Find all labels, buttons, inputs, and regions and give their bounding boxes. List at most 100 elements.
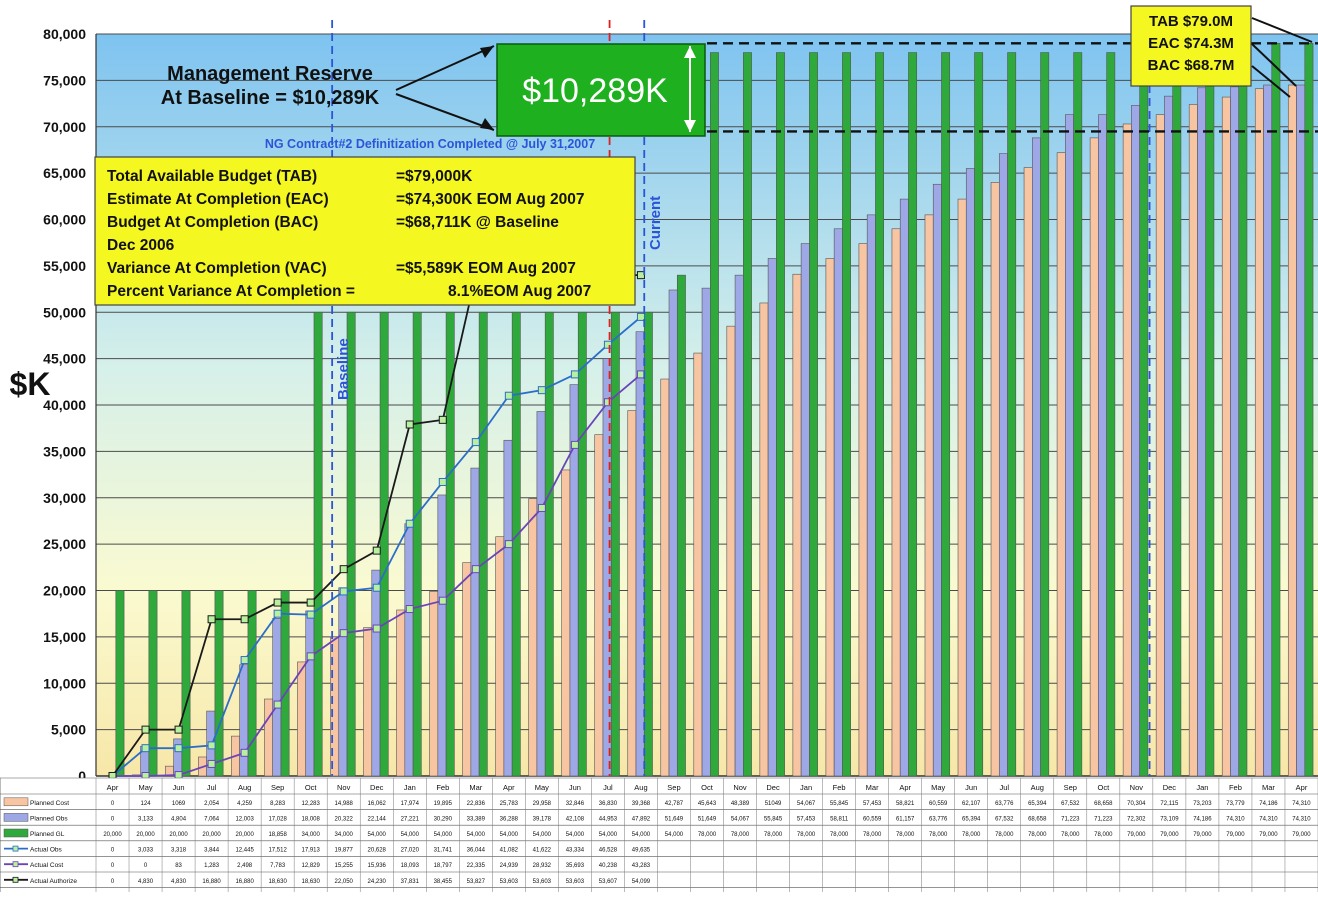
y-tick-label: 50,000 — [43, 304, 86, 320]
table-cell: 22,050 — [335, 879, 354, 885]
bar-planned-gl — [1172, 52, 1182, 777]
table-cell: 15,936 — [368, 863, 387, 869]
bar-planned-cost — [726, 325, 736, 777]
table-cell: 31,741 — [434, 848, 453, 854]
table-row-label: Actual Authorize — [30, 878, 77, 885]
table-cell: 39,368 — [632, 801, 651, 807]
table-cell: 74,186 — [1193, 816, 1212, 822]
ng-contract-note: NG Contract#2 Definitization Completed @… — [265, 137, 595, 151]
summary-value: 8.1%EOM Aug 2007 — [448, 283, 591, 300]
x-tick-label: Jul — [603, 783, 613, 792]
line-marker — [471, 565, 480, 574]
x-tick-label: May — [931, 783, 945, 792]
table-cell: 46,528 — [599, 848, 618, 854]
table-cell: 68,658 — [1094, 801, 1113, 807]
line-marker — [372, 624, 381, 633]
x-tick-label: Oct — [305, 783, 318, 792]
bar-planned-gl — [511, 311, 521, 777]
table-cell: 54,067 — [731, 816, 750, 822]
table-row-label: Planned GL — [30, 831, 65, 838]
tab-arrow — [1251, 17, 1313, 43]
table-cell: 28,932 — [533, 863, 552, 869]
table-cell: 16,062 — [368, 801, 387, 807]
table-cell: 22,144 — [368, 816, 387, 822]
bar-planned-obs — [635, 331, 645, 777]
x-tick-label: Dec — [1163, 783, 1177, 792]
table-cell: 24,939 — [500, 863, 519, 869]
table-cell: 78,000 — [1028, 832, 1047, 838]
table-cell: 79,000 — [1259, 832, 1278, 838]
line-marker — [570, 440, 579, 449]
y-tick-label: 5,000 — [51, 722, 86, 738]
x-tick-label: Nov — [1130, 783, 1144, 792]
table-cell: 4,259 — [237, 801, 253, 807]
y-tick-label: 35,000 — [43, 443, 86, 459]
bar-planned-gl — [776, 52, 785, 777]
table-cell: 3,844 — [204, 848, 220, 854]
bar-planned-obs — [1098, 114, 1107, 777]
summary-value: =$5,589K EOM Aug 2007 — [396, 260, 576, 277]
reserve-value-box — [496, 43, 706, 137]
line-marker — [405, 519, 414, 528]
x-tick-label: Nov — [337, 783, 351, 792]
table-cell: 7,783 — [270, 863, 286, 869]
table-cell: 3,318 — [171, 848, 187, 854]
bar-planned-cost — [693, 352, 703, 777]
line-marker — [438, 415, 447, 424]
table-cell: 78,000 — [1061, 832, 1080, 838]
bar-planned-gl — [247, 590, 257, 777]
summary-label: Dec 2006 — [107, 237, 175, 254]
table-cell: 0 — [111, 863, 115, 869]
x-tick-label: Oct — [1097, 783, 1110, 792]
line-marker — [306, 652, 315, 661]
x-tick-label: Apr — [503, 783, 515, 792]
bar-planned-gl — [1040, 52, 1050, 777]
table-cell: 58,821 — [896, 801, 915, 807]
bar-planned-obs — [1230, 86, 1240, 777]
line-marker — [372, 583, 381, 592]
y-axis-title: $K — [10, 366, 51, 402]
bar-planned-obs — [734, 274, 744, 777]
bar-planned-gl — [379, 311, 389, 777]
table-cell: 17,028 — [268, 816, 287, 822]
x-tick-label: Apr — [1296, 783, 1308, 792]
bar-planned-cost — [924, 214, 934, 777]
y-tick-label: 75,000 — [43, 72, 86, 88]
table-cell: 24,230 — [368, 879, 387, 885]
table-cell: 68,658 — [1028, 816, 1047, 822]
table-cell: 4,830 — [138, 879, 154, 885]
bar-planned-gl — [1205, 52, 1215, 777]
x-tick-label: Jul — [999, 783, 1009, 792]
table-cell: 17,974 — [401, 801, 420, 807]
table-legend-swatch — [3, 828, 29, 838]
table-cell: 17,512 — [268, 848, 287, 854]
table-cell: 63,776 — [995, 801, 1014, 807]
bar-planned-gl — [875, 52, 884, 777]
table-cell: 63,776 — [929, 816, 948, 822]
line-marker — [339, 587, 348, 596]
table-cell: 2,498 — [237, 863, 253, 869]
bar-planned-cost — [1287, 84, 1297, 777]
table-cell: 79,000 — [1292, 832, 1311, 838]
table-cell: 18,630 — [301, 879, 320, 885]
bar-planned-gl — [809, 52, 818, 777]
table-cell: 54,000 — [401, 832, 420, 838]
x-tick-label: Sep — [271, 783, 284, 792]
bar-planned-gl — [577, 311, 587, 777]
current-label: Current — [647, 196, 664, 250]
table-cell: 34,000 — [335, 832, 354, 838]
bar-planned-gl — [610, 311, 620, 777]
table-cell: 61,157 — [896, 816, 915, 822]
table-cell: 54,000 — [632, 832, 651, 838]
reserve-value: $10,289K — [522, 72, 668, 110]
table-cell: 53,603 — [500, 879, 519, 885]
bar-planned-cost — [528, 498, 538, 777]
table-cell: 45,643 — [698, 801, 717, 807]
management-reserve-line1: Management Reserve — [167, 63, 373, 85]
table-cell: 74,186 — [1259, 801, 1278, 807]
line-marker — [339, 629, 348, 638]
bar-planned-cost — [858, 243, 868, 777]
bar-planned-gl — [313, 311, 323, 777]
